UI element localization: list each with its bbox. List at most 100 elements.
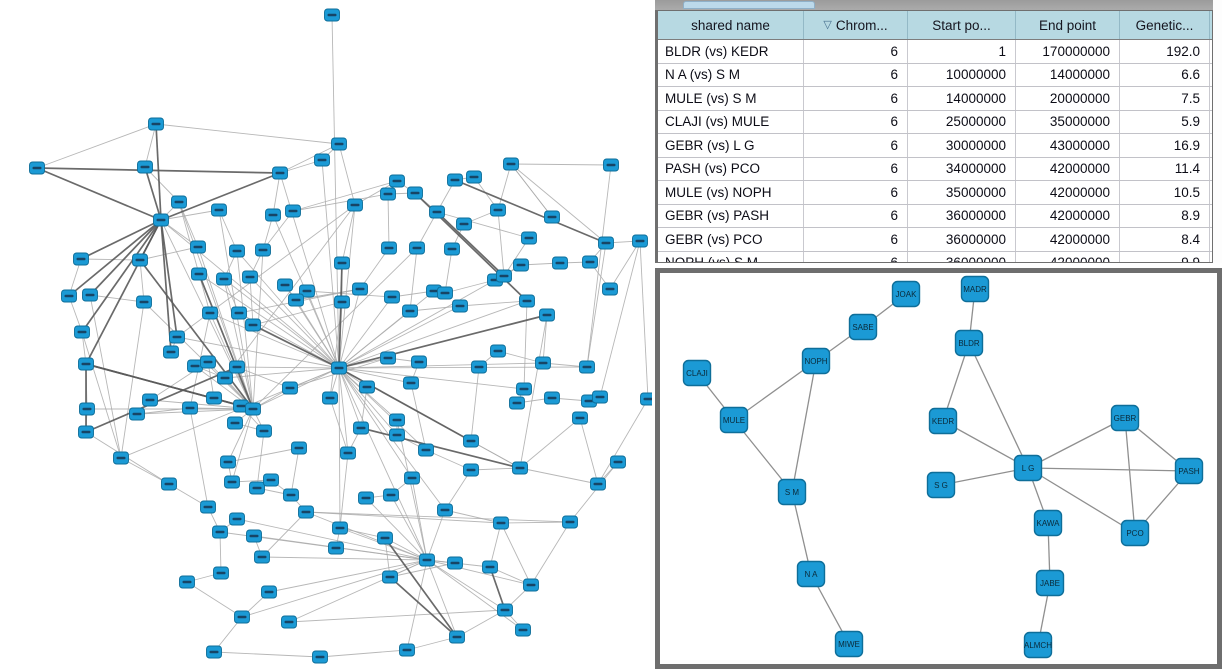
network-node[interactable] (340, 446, 356, 460)
network-node[interactable] (137, 160, 153, 174)
network-node[interactable] (466, 170, 482, 184)
network-node[interactable] (191, 267, 207, 281)
network-node[interactable] (285, 204, 301, 218)
network-node[interactable] (456, 217, 472, 231)
network-node[interactable] (277, 278, 293, 292)
network-node[interactable] (187, 359, 203, 373)
column-header-chrom---[interactable]: ▽ Chrom... (804, 11, 908, 39)
network-node[interactable] (389, 413, 405, 427)
small-network-canvas[interactable]: JOAK SABE NOPH CLAJI MULE S M N A MIWE MADR BLDR K… (660, 273, 1217, 664)
network-node-mule[interactable]: MULE (719, 406, 749, 434)
network-node[interactable] (352, 282, 368, 296)
table-row[interactable]: MULE (vs) S M 6 14000000 20000000 7.5 (658, 87, 1212, 111)
table-row[interactable]: GEBR (vs) PASH 6 36000000 42000000 8.9 (658, 204, 1212, 228)
network-node[interactable] (322, 391, 338, 405)
network-node[interactable] (281, 615, 297, 629)
network-node[interactable] (324, 8, 340, 22)
network-node[interactable] (299, 284, 315, 298)
network-node[interactable] (579, 360, 595, 374)
network-node[interactable] (217, 371, 233, 385)
network-node[interactable] (582, 255, 598, 269)
network-node[interactable] (409, 241, 425, 255)
network-node[interactable] (490, 344, 506, 358)
network-node[interactable] (200, 500, 216, 514)
network-node[interactable] (288, 293, 304, 307)
network-node[interactable] (382, 570, 398, 584)
table-row[interactable]: GEBR (vs) PCO 6 36000000 42000000 8.4 (658, 228, 1212, 252)
column-header-shared-name[interactable]: shared name (658, 11, 804, 39)
network-node[interactable] (519, 294, 535, 308)
network-node[interactable] (229, 512, 245, 526)
network-node-kawa[interactable]: KAWA (1033, 509, 1063, 537)
network-node[interactable] (129, 407, 145, 421)
network-node[interactable] (449, 630, 465, 644)
network-node[interactable] (493, 516, 509, 530)
network-node[interactable] (113, 451, 129, 465)
network-node[interactable] (632, 234, 648, 248)
network-node[interactable] (418, 443, 434, 457)
network-node[interactable] (592, 390, 608, 404)
network-node[interactable] (334, 295, 350, 309)
network-node-s-m[interactable]: S M (777, 478, 807, 506)
network-node[interactable] (544, 391, 560, 405)
network-node[interactable] (381, 241, 397, 255)
network-node[interactable] (229, 360, 245, 374)
network-node-n-a[interactable]: N A (796, 560, 826, 588)
network-node[interactable] (334, 256, 350, 270)
network-node[interactable] (380, 351, 396, 365)
network-node[interactable] (463, 434, 479, 448)
network-node[interactable] (523, 578, 539, 592)
network-node[interactable] (377, 531, 393, 545)
network-node[interactable] (602, 282, 618, 296)
network-node[interactable] (535, 356, 551, 370)
network-node[interactable] (78, 357, 94, 371)
network-node[interactable] (171, 195, 187, 209)
network-node[interactable] (132, 253, 148, 267)
network-node[interactable] (358, 491, 374, 505)
table-row[interactable]: MULE (vs) NOPH 6 35000000 42000000 10.5 (658, 181, 1212, 205)
network-node[interactable] (179, 575, 195, 589)
network-node[interactable] (539, 308, 555, 322)
network-node[interactable] (490, 203, 506, 217)
network-node-bldr[interactable]: BLDR (954, 329, 984, 357)
column-header-genetic---[interactable]: Genetic... (1120, 11, 1210, 39)
network-node[interactable] (220, 455, 236, 469)
network-node[interactable] (509, 396, 525, 410)
network-node[interactable] (73, 252, 89, 266)
network-node-joak[interactable]: JOAK (891, 280, 921, 308)
network-node-s-g[interactable]: S G (926, 471, 956, 499)
network-node-madr[interactable]: MADR (960, 275, 990, 303)
network-node[interactable] (411, 355, 427, 369)
network-node[interactable] (503, 157, 519, 171)
table-hscrollbar-thumb[interactable] (683, 1, 815, 9)
network-node[interactable] (513, 258, 529, 272)
network-node[interactable] (202, 306, 218, 320)
network-node[interactable] (359, 380, 375, 394)
network-node[interactable] (347, 198, 363, 212)
network-node[interactable] (516, 382, 532, 396)
network-node[interactable] (590, 477, 606, 491)
network-node[interactable] (384, 290, 400, 304)
network-node[interactable] (200, 355, 216, 369)
network-node-jabe[interactable]: JABE (1035, 569, 1065, 597)
table-row[interactable]: N A (vs) S M 6 10000000 14000000 6.6 (658, 63, 1212, 87)
network-node[interactable] (256, 424, 272, 438)
network-node[interactable] (255, 243, 271, 257)
network-node[interactable] (562, 515, 578, 529)
network-node[interactable] (229, 244, 245, 258)
network-node[interactable] (246, 529, 262, 543)
network-node[interactable] (437, 503, 453, 517)
filter-icon[interactable]: ▽ (823, 18, 832, 31)
network-node[interactable] (496, 269, 512, 283)
network-node[interactable] (182, 401, 198, 415)
network-node[interactable] (399, 643, 415, 657)
network-node-l-g[interactable]: L G (1013, 454, 1043, 482)
network-node[interactable] (291, 441, 307, 455)
large-network-canvas[interactable] (0, 0, 652, 669)
network-node[interactable] (402, 304, 418, 318)
network-node[interactable] (234, 610, 250, 624)
network-node[interactable] (190, 240, 206, 254)
network-node[interactable] (206, 645, 222, 659)
network-node[interactable] (206, 391, 222, 405)
network-node[interactable] (515, 623, 531, 637)
